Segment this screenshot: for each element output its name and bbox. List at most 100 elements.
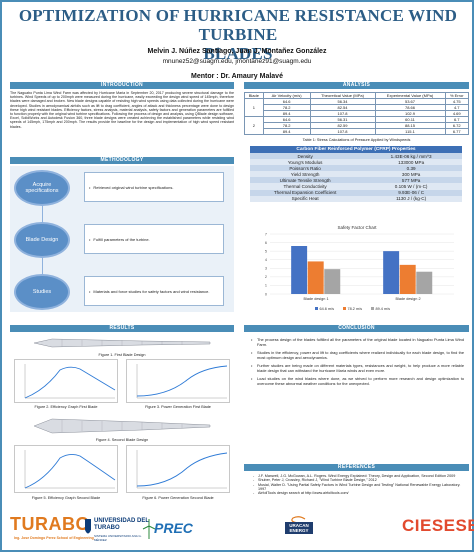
turabo-logo-subtitle: Ing. Jose Domingo Perez School of Engine… xyxy=(14,536,94,540)
legend-label: 64.6 m/s xyxy=(320,307,335,311)
y-tick-label: 5 xyxy=(265,249,267,253)
introduction-header: Introduction xyxy=(10,82,234,89)
analysis-header: Analysis xyxy=(244,82,469,89)
table-cell: 1130 J / (kg·C) xyxy=(360,195,462,202)
table-cell: 9.93E-06 / C xyxy=(360,189,462,196)
methodology-step-1: Acquire specifications xyxy=(16,172,68,204)
figure-4-caption: Figure 4. Second Blade Design xyxy=(95,438,149,442)
prec-wind-icon xyxy=(142,519,156,539)
conclusion-item: Further studies are being made on differ… xyxy=(250,363,464,373)
table-cell: Yield Strength xyxy=(250,171,361,178)
first-blade-image xyxy=(33,338,211,348)
x-tick-label: Blade design 2 xyxy=(395,297,420,301)
table-cell: Young's Modulus xyxy=(250,159,361,166)
y-tick-label: 0 xyxy=(265,292,267,296)
poster-title: Optimization of Hurricane Resistance Win… xyxy=(8,6,468,63)
table-row: Density 1.43E-06 kg / mm^3 xyxy=(250,153,462,160)
legend-swatch xyxy=(315,307,318,310)
cfrp-title: Carbon Fiber Reinforced Polymer (CFRP) P… xyxy=(250,146,462,153)
y-tick-label: 3 xyxy=(265,267,267,271)
bar xyxy=(399,264,416,294)
table-row: Thermal Expansion Coefficient 9.93E-06 / … xyxy=(250,189,462,196)
table-row: Specific Heat 1130 J / (kg·C) xyxy=(250,195,462,202)
figure-5-caption: Figure 5. Efficiency Graph Second Blade xyxy=(31,496,101,500)
table-row: Yield Strength 300 MPa xyxy=(250,171,462,178)
methodology-connector xyxy=(42,202,43,224)
conclusion-item: The process design of the blades fulfill… xyxy=(250,337,464,347)
table-cell: Ultimate Tensile Strength xyxy=(250,177,361,184)
table-cell: 300 MPa xyxy=(360,171,462,178)
table-cell: 6.77 xyxy=(444,128,469,135)
efficiency-graph-first xyxy=(14,359,118,403)
bar xyxy=(416,271,433,294)
figure-2-caption: Figure 2. Efficiency Graph First Blade xyxy=(34,405,98,409)
legend-label: 89.4 m/s xyxy=(376,307,391,311)
table-row: Poisson's Ratio 0.39 xyxy=(250,165,462,172)
university-logo-subtitle: SISTEMA UNIVERSITARIO ANA G. MÉNDEZ xyxy=(94,534,142,542)
reference-item: J.F. Manwell, J.G. McGowan, A.L. Rogers.… xyxy=(252,474,464,479)
table-cell: 577 MPa xyxy=(360,177,462,184)
university-shield-icon xyxy=(85,519,91,534)
cfrp-table: Density 1.43E-06 kg / mm^3 Young's Modulu… xyxy=(250,153,462,202)
bar xyxy=(307,261,324,294)
efficiency-graph-second xyxy=(14,445,118,493)
table-cell: 115.1 xyxy=(374,128,446,135)
table-row: 89.4 107.8 115.1 6.77 xyxy=(245,128,469,135)
authors: Melvin J. Núñez Santiago, Juan J. Montañ… xyxy=(147,48,327,55)
bar xyxy=(324,269,341,294)
reference-item: AirfoilTools design search at http://www… xyxy=(252,491,464,496)
legend-swatch xyxy=(371,307,374,310)
university-logo: UNIVERSIDAD DEL TURABO xyxy=(94,518,149,531)
y-tick-label: 2 xyxy=(265,275,267,279)
table-cell: Specific Heat xyxy=(250,195,361,202)
conclusion-item: Load studies on the wind blades where do… xyxy=(250,376,464,386)
legend-swatch xyxy=(343,307,346,310)
references-list: J.F. Manwell, J.G. McGowan, A.L. Rogers.… xyxy=(252,474,464,496)
mentor: Mentor : Dr. Amaury Malavé xyxy=(191,73,283,80)
figure-1-caption: Figure 1. First Blade Design xyxy=(98,353,146,357)
safety-factor-chart: Safety Factor Chart 0 1 2 3 4 5 6 7 Blade design … xyxy=(265,225,454,311)
results-header: Results xyxy=(10,325,234,332)
methodology-step-3-desc: • Materials and force studies for safety … xyxy=(84,276,224,306)
prec-logo: PREC xyxy=(154,520,193,536)
methodology-step-1-desc: • Retrieved original wind turbine specifi… xyxy=(84,172,224,202)
table-1-caption: Table 1: Stress Calculations of Pressure… xyxy=(302,138,411,142)
table-row: Ultimate Tensile Strength 577 MPa xyxy=(250,177,462,184)
second-blade-image xyxy=(33,418,211,434)
x-tick-label: Blade design 1 xyxy=(303,297,328,301)
table-cell: Density xyxy=(250,153,361,160)
emails: mnunez52@suagm.edu, jmontanez91@suagm.ed… xyxy=(162,58,312,65)
table-cell: 107.8 xyxy=(309,128,376,135)
table-cell: Thermal Expansion Coefficient xyxy=(250,189,361,196)
table-cell: Poisson's Ratio xyxy=(250,165,361,172)
figure-6-caption: Figure 6. Power Generation Second Blade xyxy=(142,496,214,500)
table-cell: Thermal Conductivity xyxy=(250,183,361,190)
bar xyxy=(383,251,400,294)
methodology-step-3: Studies xyxy=(16,276,68,308)
reference-item: Musial, Walter D. "Using Partial Safety … xyxy=(252,483,464,492)
references-header: References xyxy=(244,464,469,471)
table-cell: 0.39 xyxy=(360,165,462,172)
title-line-2: Blades xyxy=(203,44,273,63)
table-row: Thermal Conductivity 0.105 W / (m·C) xyxy=(250,183,462,190)
stress-table: Blade Air Velocity (m/s) Theoretical Val… xyxy=(244,92,469,135)
methodology-step-2: Blade Design xyxy=(16,224,68,256)
introduction-text: The Naguabo Punta Lima Wind Farm was aff… xyxy=(10,91,234,129)
title-line-1: Optimization of Hurricane Resistance Win… xyxy=(18,6,458,44)
table-cell: 2 xyxy=(244,116,264,135)
turabo-logo: TURABO xyxy=(10,514,90,534)
ciesese-logo: CIESESE xyxy=(402,516,474,535)
table-row: Young's Modulus 133000 MPa xyxy=(250,159,462,166)
table-cell: 89.4 xyxy=(262,128,311,135)
y-tick-label: 6 xyxy=(265,241,267,245)
y-tick-label: 1 xyxy=(265,284,267,288)
legend-label: 78.2 m/s xyxy=(348,307,363,311)
table-cell: 0.105 W / (m·C) xyxy=(360,183,462,190)
uracan-energy-logo: URACAN ENERGY xyxy=(285,522,313,534)
y-tick-label: 7 xyxy=(265,232,267,236)
conclusion-header: Conclusion xyxy=(244,325,469,332)
reference-item: Shuber, Peter J, Crossley, Richard J, "W… xyxy=(252,478,464,483)
y-tick-label: 4 xyxy=(265,258,267,262)
bar xyxy=(291,246,308,294)
